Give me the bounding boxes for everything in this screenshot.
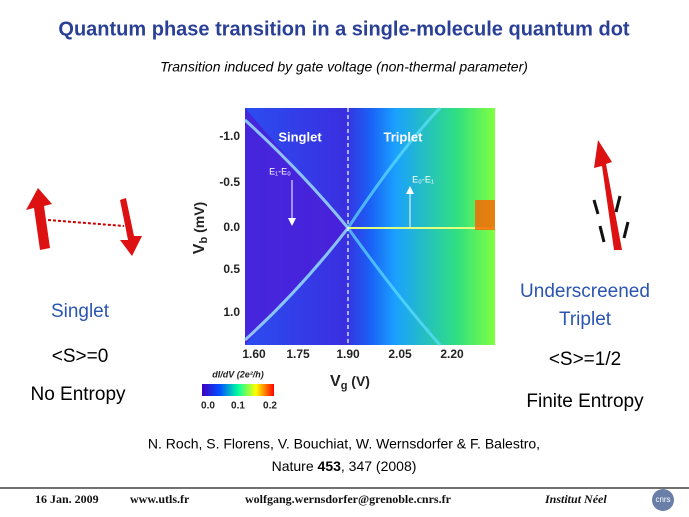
- label-unit: (V): [347, 373, 370, 389]
- journal: Nature: [272, 458, 318, 474]
- entropy: No Entropy: [30, 384, 126, 405]
- label-sub: b: [198, 237, 210, 244]
- label-unit: (mV): [191, 202, 207, 237]
- reference-authors: N. Roch, S. Florens, V. Bouchiat, W. Wer…: [148, 436, 540, 452]
- colorbar: dI/dV (2e²/h) 0.0 0.1 0.2: [201, 369, 277, 411]
- bond: [47, 219, 125, 227]
- hot-spot: [475, 200, 495, 230]
- logo-text: cnrs: [655, 495, 670, 504]
- colorbar-label: dI/dV (2e²/h): [212, 369, 264, 379]
- footer-email: wolfgang.wernsdorfer@grenoble.cnrs.fr: [245, 492, 452, 506]
- y-tick-label: 0.0: [223, 220, 240, 234]
- small-arrow: [614, 195, 622, 213]
- colorbar-scale: [202, 384, 274, 396]
- x-tick-label: 2.20: [440, 347, 464, 361]
- spin-value: <S>=0: [52, 346, 109, 367]
- x-tick-label: 1.90: [336, 347, 360, 361]
- y-tick-label: 1.0: [223, 305, 240, 319]
- footer-date: 16 Jan. 2009: [35, 492, 99, 506]
- footer-institute: Institut Néel: [544, 492, 607, 506]
- logo: [652, 489, 674, 511]
- edge-line: [346, 106, 442, 346]
- annotation: E₀-E₁: [412, 174, 434, 184]
- small-arrow: [622, 221, 630, 239]
- small-arrow: [592, 199, 600, 215]
- reference-citation: Nature 453, 347 (2008): [272, 458, 417, 474]
- x-tick-label: 2.05: [388, 347, 412, 361]
- spin-arrow: [594, 140, 622, 250]
- x-axis-label: Vg (V): [330, 373, 370, 392]
- spin-value: <S>=1/2: [549, 349, 621, 370]
- state-name: Underscreened: [520, 281, 650, 302]
- y-tick-label: -0.5: [219, 175, 240, 189]
- region-label: Triplet: [383, 129, 423, 144]
- label-main: V: [191, 243, 208, 254]
- label-sub: g: [341, 380, 348, 392]
- region-label: Singlet: [278, 129, 322, 144]
- x-tick-label: 1.60: [242, 347, 266, 361]
- triplet-arrows: [592, 140, 630, 250]
- y-tick-label: -1.0: [219, 129, 240, 143]
- colorbar-tick: 0.2: [263, 401, 277, 412]
- annotation: E₁-E₀: [269, 166, 291, 176]
- arrow-head: [288, 218, 296, 226]
- singlet-arrows: [26, 188, 142, 256]
- small-arrow: [598, 225, 606, 243]
- spin-arrow: [120, 198, 142, 256]
- colormap: Singlet Triplet E₁-E₀ E₀-E₁: [243, 106, 495, 346]
- entropy: Finite Entropy: [526, 391, 644, 412]
- subtitle: Transition induced by gate voltage (non-…: [160, 59, 528, 75]
- footer-site: www.utls.fr: [130, 492, 190, 506]
- y-tick-label: 0.5: [223, 262, 240, 276]
- volume: 453: [318, 458, 342, 474]
- colorbar-tick: 0.0: [201, 401, 215, 412]
- x-tick-label: 1.75: [286, 347, 310, 361]
- state-name: Triplet: [559, 309, 612, 330]
- colorbar-tick: 0.1: [231, 401, 245, 412]
- arrow-head: [406, 186, 414, 194]
- y-axis-label: Vb (mV): [191, 202, 210, 254]
- spin-arrow: [26, 188, 52, 250]
- title: Quantum phase transition in a single-mol…: [58, 18, 630, 40]
- singlet-region: [245, 108, 348, 345]
- state-name: Singlet: [51, 301, 110, 322]
- pages: , 347 (2008): [341, 458, 417, 474]
- label-main: V: [330, 373, 341, 390]
